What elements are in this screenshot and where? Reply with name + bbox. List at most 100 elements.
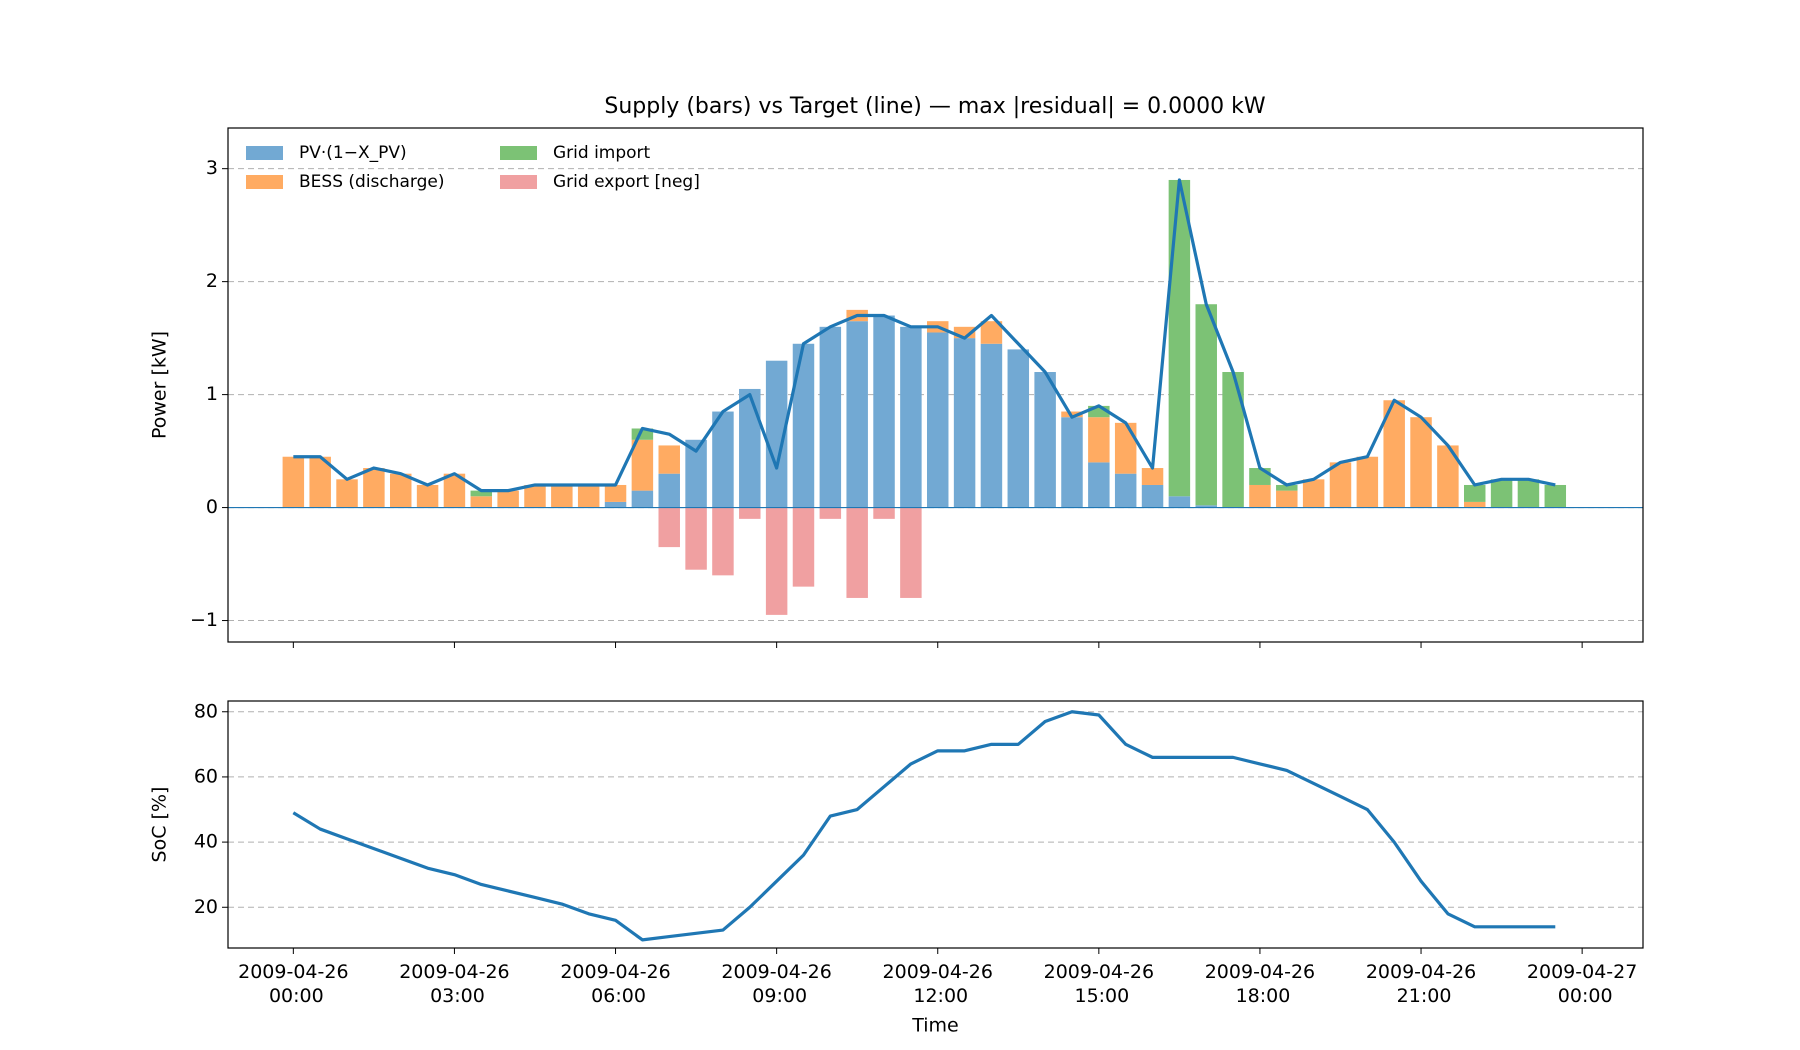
axes-frame	[227, 700, 1644, 949]
y-tick-label: 60	[194, 765, 218, 787]
legend-label: Grid import	[553, 143, 651, 163]
bar	[658, 473, 680, 508]
bar	[416, 484, 439, 508]
bar	[470, 490, 493, 497]
bar	[739, 388, 761, 508]
legend-swatch	[500, 146, 537, 160]
bar	[631, 490, 654, 508]
bar	[551, 484, 573, 508]
bar	[1249, 484, 1271, 508]
x-tick-label-line: 00:00	[263, 985, 324, 1007]
bar	[631, 428, 654, 440]
x-tick-label: 2009-04-26 00:00	[238, 961, 348, 1007]
y-tick-label: 40	[194, 831, 218, 853]
y-axis-label: SoC [%]	[149, 787, 171, 863]
bar	[819, 326, 842, 508]
bar	[1383, 400, 1405, 508]
plot-area	[282, 178, 1567, 615]
bar	[309, 456, 331, 508]
bar	[524, 484, 546, 508]
bar	[1007, 349, 1030, 508]
bar	[873, 507, 895, 519]
x-tick-label-line: 00:00	[1552, 985, 1613, 1007]
bar	[658, 507, 680, 548]
bar	[765, 507, 788, 615]
bar	[792, 343, 815, 508]
legend-swatch	[500, 175, 537, 189]
x-tick-label-line: 12:00	[907, 985, 968, 1007]
x-tick-label-line: 18:00	[1230, 985, 1291, 1007]
bar	[1141, 484, 1164, 508]
x-tick-label-line: 09:00	[746, 985, 807, 1007]
plot-area	[292, 710, 1556, 942]
bar	[1463, 501, 1486, 508]
y-tick-label: 80	[194, 700, 218, 722]
soc-line	[292, 710, 1556, 942]
y-tick-label: 20	[194, 896, 218, 918]
bar	[1410, 417, 1432, 508]
chart-title: Supply (bars) vs Target (line) — max |re…	[604, 94, 1266, 119]
bar	[1088, 417, 1110, 463]
bar	[980, 343, 1003, 508]
bar	[631, 439, 654, 491]
x-tick-label-line: 2009-04-26	[1366, 961, 1476, 983]
bar	[1517, 479, 1540, 508]
bar	[1195, 505, 1217, 508]
x-tick-label-line: 2009-04-26	[721, 961, 831, 983]
x-tick-label: 2009-04-26 06:00	[560, 961, 670, 1007]
bar	[497, 490, 519, 508]
bar	[926, 332, 949, 508]
bar	[792, 507, 815, 587]
x-tick-label-line: 15:00	[1068, 985, 1129, 1007]
x-tick-label: 2009-04-27 00:00	[1527, 961, 1637, 1007]
legend-swatch	[246, 146, 283, 160]
x-tick-label-line: 21:00	[1391, 985, 1452, 1007]
x-tick-label: 2009-04-26 18:00	[1205, 961, 1315, 1007]
bar	[846, 507, 868, 598]
bar	[389, 473, 412, 508]
bar	[1114, 473, 1137, 508]
x-tick-label: 2009-04-26 15:00	[1044, 961, 1154, 1007]
bar	[900, 326, 922, 508]
x-tick-label-line: 2009-04-26	[1044, 961, 1154, 983]
y-tick-label: 2	[206, 270, 218, 292]
bar	[1356, 456, 1379, 508]
bar	[1034, 372, 1056, 508]
axes-frame	[227, 127, 1644, 643]
y-tick-label: 3	[206, 157, 218, 179]
bar	[953, 326, 976, 339]
bar	[1195, 304, 1217, 506]
x-tick-label: 2009-04-26 09:00	[721, 961, 831, 1007]
bar	[846, 321, 868, 508]
bar	[685, 439, 707, 508]
bar	[1088, 462, 1110, 508]
x-axis-label: Time	[911, 1015, 959, 1037]
bar	[819, 507, 842, 519]
bar	[1141, 468, 1164, 485]
bar	[604, 501, 627, 508]
x-tick-label-line: 2009-04-26	[399, 961, 509, 983]
bar	[1302, 479, 1325, 508]
bar	[1329, 462, 1352, 508]
bar	[1114, 422, 1137, 474]
target-line	[293, 178, 1556, 493]
bar	[685, 507, 707, 570]
bar	[577, 484, 600, 508]
bar	[1061, 417, 1083, 508]
x-tick-label-line: 2009-04-26	[560, 961, 670, 983]
bar	[282, 456, 305, 508]
bar	[363, 468, 385, 508]
legend-label: BESS (discharge)	[299, 172, 445, 192]
legend-label: PV·(1−X_PV)	[299, 143, 407, 163]
x-tick-label-line: 03:00	[424, 985, 485, 1007]
bar	[1463, 484, 1486, 502]
bar	[1222, 372, 1244, 508]
bar	[1490, 479, 1513, 508]
bar	[1544, 484, 1567, 508]
bar	[1276, 484, 1298, 491]
bar	[980, 321, 1003, 344]
bar	[658, 445, 680, 474]
bar	[336, 479, 358, 508]
bar	[1088, 405, 1110, 418]
